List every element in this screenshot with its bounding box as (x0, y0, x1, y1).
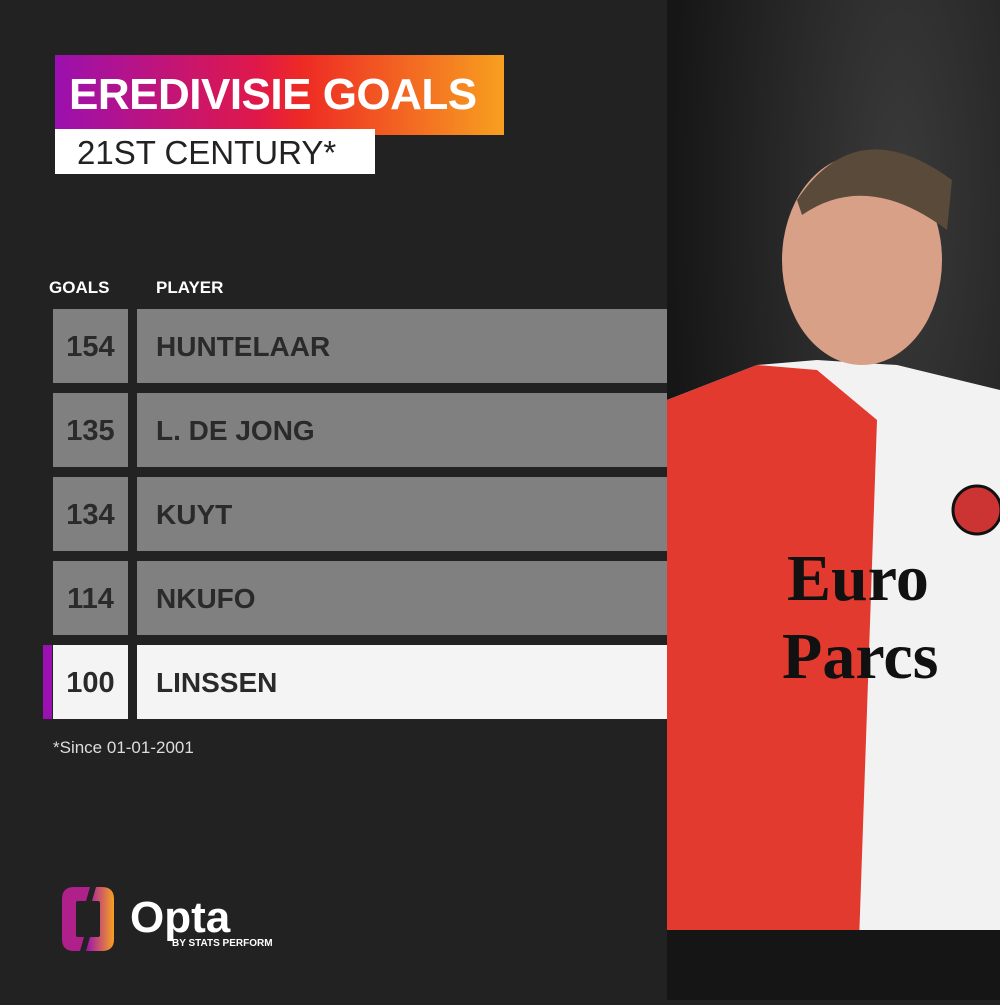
player-illustration: Euro Parcs (667, 149, 1000, 1000)
goals-cell: 114 (53, 561, 128, 635)
table-row: 135 L. DE JONG (53, 393, 667, 467)
svg-text:Parcs: Parcs (782, 620, 938, 693)
opta-logo-text: Opta (130, 893, 231, 942)
goals-cell: 134 (53, 477, 128, 551)
player-cell: L. DE JONG (137, 393, 667, 467)
goals-cell: 154 (53, 309, 128, 383)
opta-logo-icon (60, 885, 116, 958)
header-goals: GOALS (49, 278, 110, 297)
footnote: *Since 01-01-2001 (53, 738, 194, 757)
player-photo: Euro Parcs (667, 0, 1000, 1000)
player-cell: NKUFO (137, 561, 667, 635)
sponsor-text: Euro (787, 542, 929, 615)
subtitle: 21ST CENTURY* (55, 129, 375, 174)
table-row: 114 NKUFO (53, 561, 667, 635)
title: EREDIVISIE GOALS (55, 55, 504, 135)
header-player: PLAYER (156, 278, 224, 297)
opta-logo-tagline: BY STATS PERFORM (172, 938, 273, 949)
table-row: 154 HUNTELAAR (53, 309, 667, 383)
player-cell: KUYT (137, 477, 667, 551)
player-cell: HUNTELAAR (137, 309, 667, 383)
player-cell: LINSSEN (137, 645, 667, 719)
goals-cell: 100 (53, 645, 128, 719)
highlight-accent-bar (43, 645, 52, 719)
table-row: 134 KUYT (53, 477, 667, 551)
goals-cell: 135 (53, 393, 128, 467)
table-row-highlighted: 100 LINSSEN (53, 645, 667, 719)
